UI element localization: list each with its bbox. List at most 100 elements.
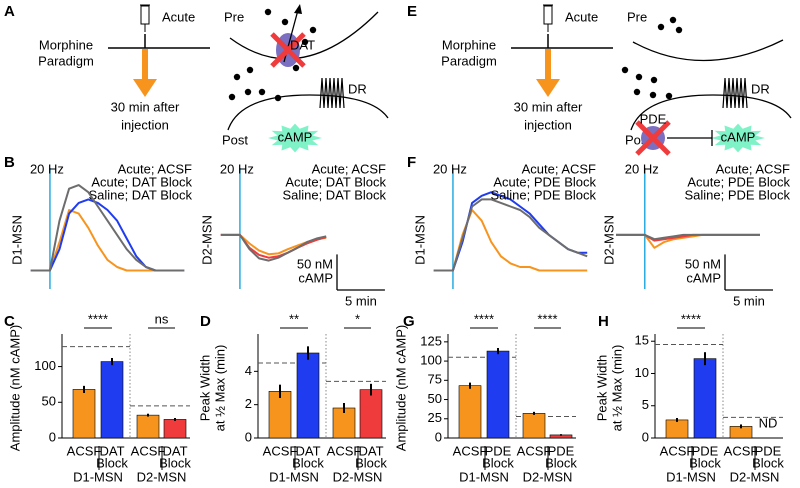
trace-label: D1-MSN [412,215,427,265]
postsynaptic-membrane [227,94,389,131]
trace [220,233,327,256]
y-tick-label: 75 [428,372,442,387]
category-label: ACSF [67,443,102,458]
y-tick-label: 0 [435,429,442,444]
y-axis-label: Amplitude (nM cAMP) [7,325,22,451]
stimulus-label: 20 Hz [220,161,254,176]
category-label: ACSF [327,443,362,458]
group-label: D2-MSN [523,469,573,484]
trace-label: D2-MSN [601,215,616,265]
dopamine [665,92,673,100]
category-label: Block [96,455,128,470]
significance: **** [88,311,108,326]
y-axis-label: Peak Width [197,355,212,421]
y-tick-label: 50 [42,394,56,409]
group-label: D2-MSN [333,469,383,484]
panel-letter: H [598,313,609,330]
dopamine [635,73,643,81]
bar [486,350,510,439]
trace [616,233,760,241]
trace [616,233,760,249]
pre-label: Pre [224,9,244,24]
bar [268,391,292,439]
significance: ns [155,311,169,326]
category-label: Block [689,455,721,470]
receptor-label: DR [348,81,367,96]
block-x [635,120,671,156]
trace [220,233,327,262]
category-label: DAT [99,443,124,458]
dopamine [292,64,300,72]
y-tick-label: 100 [34,358,56,373]
messenger: cAMP [278,129,313,144]
arrow-head [133,79,157,97]
category-label: Block [545,455,577,470]
panel-letter: D [200,313,211,330]
bar [72,389,96,439]
timing: 30 min after [111,99,180,114]
dopamine [650,76,658,84]
legend-label: Acute; ACSF [522,161,596,176]
significance: **** [681,311,701,326]
category-label: Block [752,455,784,470]
dopamine [309,26,317,34]
category-label: Block [159,455,191,470]
legend-label: Saline; PDE Block [491,187,597,202]
stimulus-label: 20 Hz [30,161,64,176]
bar [458,385,482,439]
legend-label: Acute; ACSF [312,161,386,176]
camp-burst [711,123,765,153]
bar [296,352,320,439]
panel-letter: E [407,3,417,20]
legend-label: Saline; DAT Block [88,187,192,202]
camp-burst [268,123,322,153]
timing: 30 min after [514,99,583,114]
category-label: PDE [548,443,575,458]
post-label: Post [222,132,248,147]
legend-label: Acute; PDE Block [687,174,790,189]
y-tick-label: 25 [428,410,442,425]
scale-bar-label: 5 min [345,293,377,308]
dopamine [649,91,657,99]
category-label: ACSF [517,443,552,458]
legend-label: Acute; DAT Block [91,174,192,189]
y-tick-label: 50 [428,391,442,406]
significance: ** [289,311,299,326]
scale-bar-label: cAMP [686,271,721,286]
bar [693,358,717,439]
category-label: DAT [295,443,320,458]
target-label: PDE [640,111,667,126]
y-tick-label: 0 [642,429,649,444]
scale-bar-label: 50 nM [297,257,333,272]
category-label: Block [482,455,514,470]
trace [30,184,185,272]
category-label: PDE [692,443,719,458]
group-label: D2-MSN [730,469,780,484]
group-label: D2-MSN [137,469,187,484]
dopamine [228,93,236,101]
y-axis-label: at ½ Max (min) [609,345,624,432]
trace-label: D1-MSN [9,215,24,265]
y-tick-label: 2 [245,396,252,411]
messenger: cAMP [721,129,756,144]
paradigm: Paradigm [38,53,94,68]
legend-label: Acute; DAT Block [285,174,386,189]
timing: injection [121,117,169,132]
y-axis-label: Peak Width [594,355,609,421]
pre-label: Pre [627,9,647,24]
panel-letter: B [4,154,15,171]
bar [136,414,160,439]
legend-label: Acute; PDE Block [493,174,596,189]
receptor [722,77,748,109]
dopamine [246,66,254,74]
timing: injection [524,117,572,132]
y-axis-label: at ½ Max (min) [212,345,227,432]
y-tick-label: 10 [635,365,649,380]
y-tick-label: 0 [49,429,56,444]
presynaptic-membrane [632,39,784,62]
treatment: Acute [162,9,195,24]
trace-label: D2-MSN [199,215,214,265]
category-label: ACSF [453,443,488,458]
legend-label: Saline; PDE Block [685,187,791,202]
